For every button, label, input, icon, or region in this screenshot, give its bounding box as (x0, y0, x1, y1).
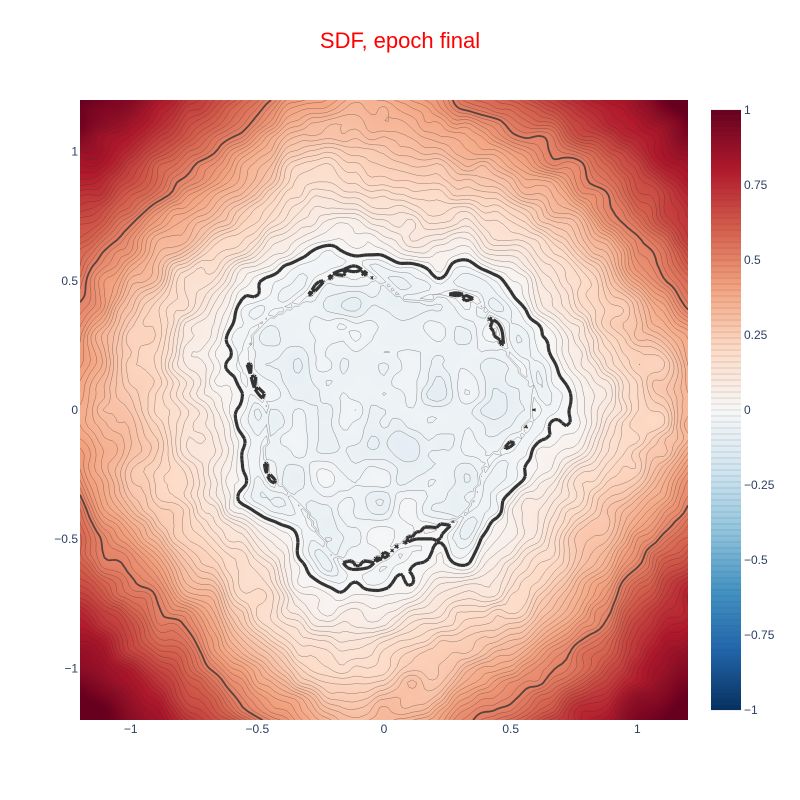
contour-line (80, 100, 688, 720)
contour-line (80, 100, 688, 720)
contour-line (80, 100, 688, 720)
colorbar-tick-label: −0.5 (744, 553, 768, 567)
y-tick-label: 0 (71, 403, 78, 417)
contour-line (80, 100, 688, 720)
y-axis-ticks: 1 0.5 0 −0.5 −1 (54, 145, 78, 676)
contour-line (80, 100, 688, 720)
contour-line (80, 100, 688, 720)
colorbar-tick-label: 0.75 (744, 178, 768, 192)
x-tick-label: 1 (634, 722, 641, 736)
chart-title: SDF, epoch final (320, 28, 480, 53)
contour-line (80, 100, 688, 720)
contour-line (160, 163, 632, 674)
x-tick-label: 0 (381, 722, 388, 736)
contour-line (168, 188, 623, 652)
contour-line (247, 263, 553, 577)
contour-line (177, 205, 613, 634)
y-tick-label: 1 (71, 145, 78, 159)
contour-line (125, 147, 670, 694)
x-tick-label: 0.5 (502, 722, 519, 736)
contour-line (80, 100, 688, 720)
y-tick-label: 0.5 (61, 274, 78, 288)
zero-level-contour (224, 243, 573, 595)
contour-line (213, 238, 581, 602)
contour-line (80, 100, 688, 720)
contour-line (121, 142, 673, 703)
contour-line (80, 100, 688, 720)
contour-plot-area (80, 100, 688, 720)
contour-line (172, 195, 616, 643)
contour-line (115, 137, 676, 711)
colorbar-tick-label: −0.75 (744, 628, 775, 642)
contour-line (254, 276, 543, 572)
colorbar: 1 0.75 0.5 0.25 0 −0.25 −0.5 −0.75 −1 (711, 103, 775, 717)
contour-line (80, 100, 688, 720)
x-axis-ticks: −1 −0.5 0 0.5 1 (124, 722, 641, 736)
x-tick-label: −1 (124, 722, 138, 736)
contour-line (208, 222, 587, 617)
contour-line (80, 100, 688, 720)
contour-line (80, 100, 688, 720)
sdf-heatmap-image (80, 100, 688, 720)
contour-line (80, 100, 688, 720)
colorbar-tick-label: −1 (744, 703, 758, 717)
colorbar-bands (711, 109, 741, 711)
contour-line (80, 100, 688, 720)
contour-line (85, 100, 688, 720)
colorbar-tick-label: 0.25 (744, 328, 768, 342)
colorbar-tick-label: 1 (744, 103, 751, 117)
contour-line (80, 100, 688, 720)
contour-line (164, 181, 628, 666)
contour-line (191, 217, 595, 623)
contour-lines (80, 100, 688, 720)
contour-line (136, 151, 666, 685)
contour-line (80, 100, 688, 720)
contour-line (80, 100, 688, 720)
colorbar-tick-label: 0.5 (744, 253, 761, 267)
colorbar-tick-label: 0 (744, 403, 751, 417)
contour-line (80, 100, 688, 720)
x-tick-label: −0.5 (245, 722, 269, 736)
contour-line (182, 213, 607, 629)
colorbar-gradient (711, 110, 741, 710)
contour-line (80, 100, 688, 720)
contour-line (80, 100, 688, 720)
contour-line (96, 114, 684, 720)
colorbar-tick-label: −0.25 (744, 478, 775, 492)
contour-line (80, 100, 688, 720)
contour-line (80, 100, 688, 720)
y-tick-label: −0.5 (54, 532, 78, 546)
contour-line (292, 297, 508, 507)
y-tick-label: −1 (64, 661, 78, 675)
contour-line (80, 100, 688, 720)
contour-line (153, 156, 640, 679)
contour-line (80, 100, 688, 720)
contour-line (92, 101, 688, 720)
contour-line (80, 100, 688, 720)
contour-line (80, 100, 688, 720)
contour-line (102, 123, 679, 719)
colorbar-ticks: 1 0.75 0.5 0.25 0 −0.25 −0.5 −0.75 −1 (744, 103, 775, 717)
